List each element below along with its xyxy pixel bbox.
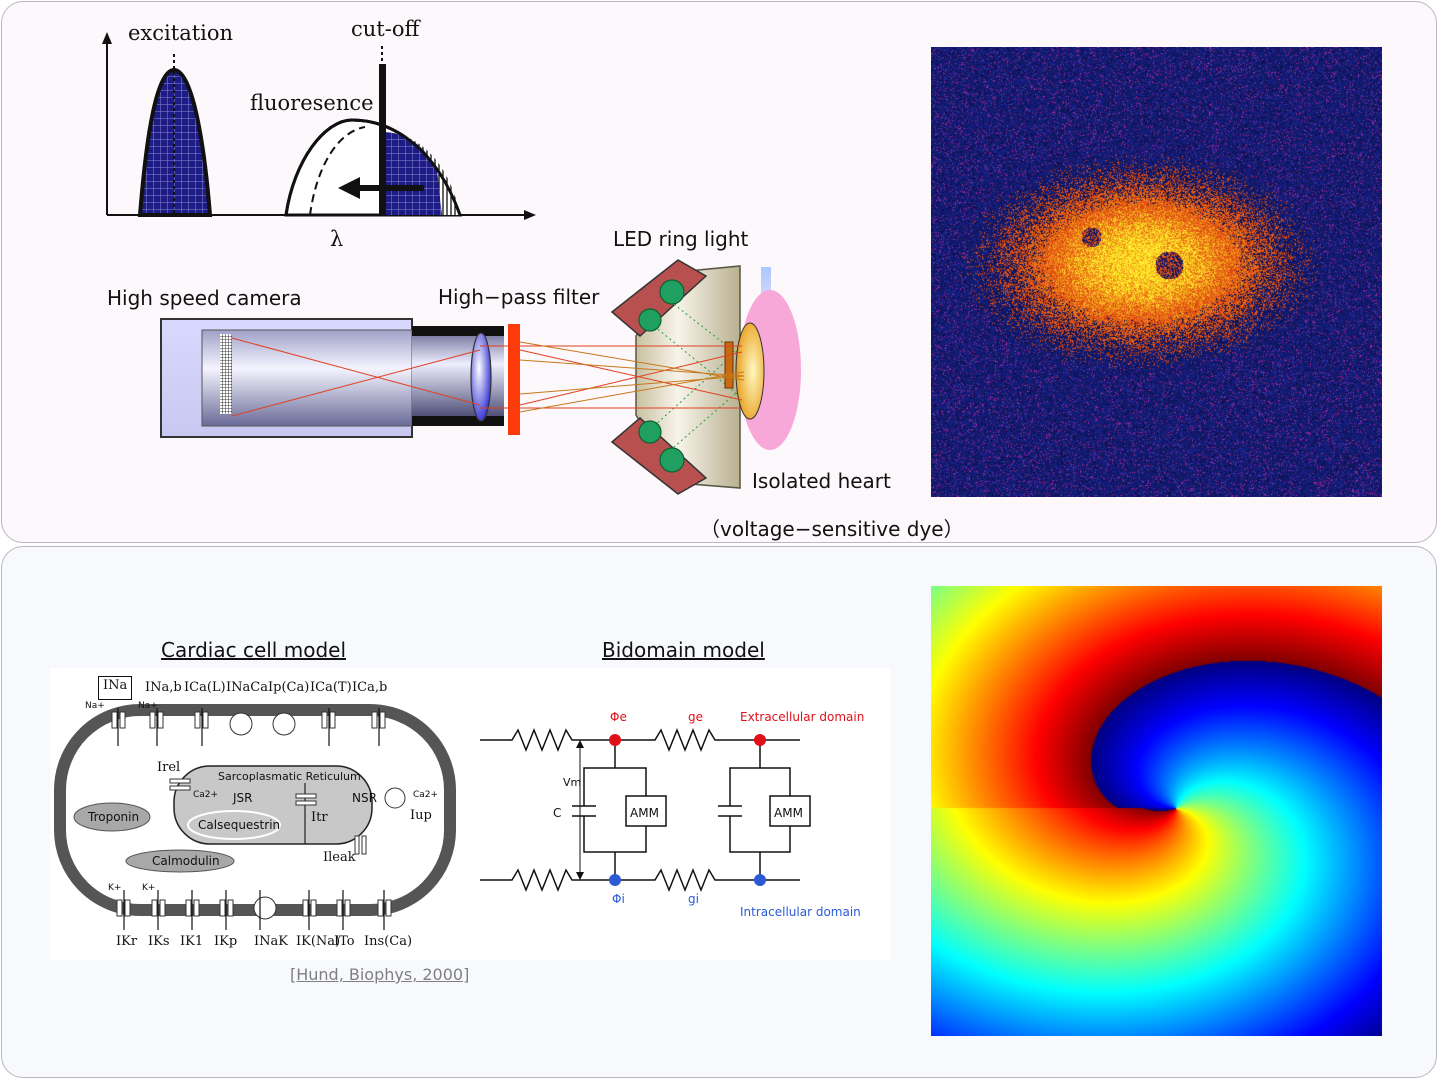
amm-label-2: AMM xyxy=(774,806,803,820)
led-frame-top xyxy=(610,259,708,338)
troponin-label: Troponin xyxy=(88,810,140,824)
spiral-wave-simulation xyxy=(931,586,1382,1036)
cell-model-title: Cardiac cell model xyxy=(161,638,346,662)
ca-ion-1: Ca2+ xyxy=(193,790,219,800)
nsr-label: NSR xyxy=(352,791,377,805)
lambda-label: λ xyxy=(330,227,344,251)
ical-label: ICa(L) xyxy=(184,680,226,695)
icab-label: ICa,b xyxy=(352,680,388,695)
amm-box-2 xyxy=(769,795,811,827)
extracellular-label: Extracellular domain xyxy=(740,710,865,724)
cutoff-bar xyxy=(379,64,386,215)
troponin xyxy=(73,802,151,832)
ito-label: ITo xyxy=(334,934,355,949)
node-phi-e-2 xyxy=(754,734,766,746)
intracellular-label: Intracellular domain xyxy=(740,905,861,919)
probe xyxy=(761,267,771,303)
camera-label: High speed camera xyxy=(107,286,302,310)
node-phi-i-2 xyxy=(754,874,766,886)
fluorescence-label: fluoresence xyxy=(250,91,374,115)
gi-label: gi xyxy=(688,892,699,906)
phi-i-label: Φi xyxy=(612,892,625,906)
fluorescence-dashed xyxy=(309,126,366,216)
inab-label: INa,b xyxy=(145,680,182,695)
iup-label: Iup xyxy=(410,808,432,823)
sr-label: Sarcoplasmatic Reticulum xyxy=(218,770,361,783)
cutoff-label: cut-off xyxy=(351,17,420,41)
k-ion-2: K+ xyxy=(142,883,156,893)
calsequestrin xyxy=(187,810,281,840)
na-ion-1: Na+ xyxy=(85,701,105,711)
itr-label: Itr xyxy=(311,810,328,825)
excitation-peak xyxy=(137,67,213,217)
ikp-label: IKp xyxy=(214,934,238,949)
camera-sensor xyxy=(220,334,232,414)
cardiac-cell-diagram xyxy=(54,704,456,930)
icat-label: ICa(T) xyxy=(310,680,352,695)
optical-setup xyxy=(160,259,801,495)
ikr-label: IKr xyxy=(116,934,138,949)
amm-box-1 xyxy=(625,795,667,827)
led-frame-bottom xyxy=(610,416,708,495)
irel-label: Irel xyxy=(157,760,181,775)
heart-label: Isolated heart xyxy=(752,469,891,493)
ca-ion-2: Ca2+ xyxy=(413,790,439,800)
spectrum-diagram xyxy=(102,32,536,220)
optical-mapping-image xyxy=(931,47,1382,497)
c-label: C xyxy=(553,806,562,820)
node-phi-e-1 xyxy=(609,734,621,746)
calmodulin-label: Calmodulin xyxy=(152,854,220,868)
node-phi-i-1 xyxy=(609,874,621,886)
ipca-label: Ip(Ca) xyxy=(268,680,310,695)
vm-label: Vm xyxy=(563,776,582,789)
filter-label: High−pass filter xyxy=(438,285,600,309)
na-ion-2: Na+ xyxy=(138,701,158,711)
transmitted-band xyxy=(382,132,442,215)
ina-label: INa xyxy=(103,678,128,693)
high-pass-filter xyxy=(508,324,520,435)
bidomain-diagram xyxy=(480,727,811,893)
inak-label: INaK xyxy=(254,934,288,949)
k-ion-1: K+ xyxy=(108,883,122,893)
calsequestrin-label: Calsequestrin xyxy=(198,818,281,832)
ileak-label: Ileak xyxy=(323,850,356,865)
amm-label-1: AMM xyxy=(630,806,659,820)
citation[interactable]: [Hund, Biophys, 2000] xyxy=(290,965,470,984)
dye-label: （voltage−sensitive dye） xyxy=(700,517,964,541)
insca-label: Ins(Ca) xyxy=(364,934,413,949)
ge-label: ge xyxy=(688,710,703,724)
calmodulin xyxy=(125,849,235,873)
iks-label: IKs xyxy=(148,934,170,949)
jsr-label: JSR xyxy=(233,791,253,805)
inaca-label: INaCa xyxy=(226,680,268,695)
ik1-label: IK1 xyxy=(180,934,204,949)
excitation-label: excitation xyxy=(128,21,234,45)
lens xyxy=(470,332,492,422)
led-label: LED ring light xyxy=(613,227,749,251)
phi-e-label: Φe xyxy=(610,710,627,724)
bidomain-title: Bidomain model xyxy=(602,638,765,662)
ikna-label: IK(Na) xyxy=(296,934,341,949)
ina-box xyxy=(98,676,132,700)
